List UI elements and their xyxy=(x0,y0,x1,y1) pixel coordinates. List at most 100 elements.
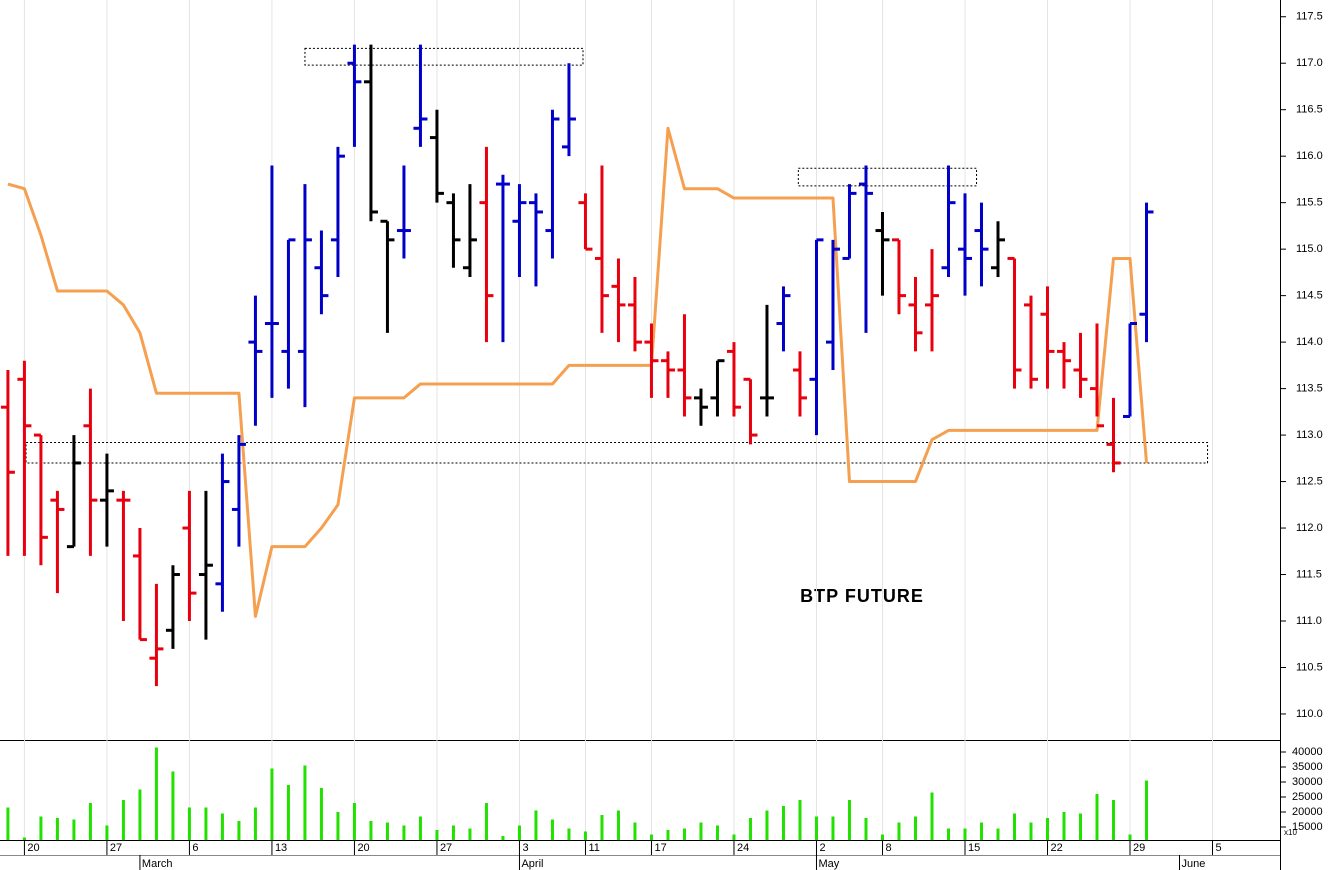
x-tick-label: 20 xyxy=(27,842,39,854)
x-tick-label: 6 xyxy=(192,842,198,854)
y-tick-label: 115.5 xyxy=(1296,197,1323,209)
zone xyxy=(25,442,1209,464)
volume-bar xyxy=(220,813,224,840)
x-tick-label: 3 xyxy=(522,842,528,854)
volume-bar xyxy=(154,747,158,840)
volume-bar xyxy=(286,784,290,840)
volume-bar xyxy=(1128,834,1132,840)
month-label: May xyxy=(818,858,839,870)
volume-bar xyxy=(682,828,686,840)
volume-bar xyxy=(715,825,719,840)
volume-bar xyxy=(303,765,307,840)
y2-tick-label: 20000 xyxy=(1292,806,1323,818)
month-label: April xyxy=(521,858,543,870)
volume-bar xyxy=(88,803,92,840)
y-tick-label: 113.5 xyxy=(1296,382,1323,394)
y-tick-label: 112.5 xyxy=(1296,475,1323,487)
volume-bar xyxy=(484,803,488,840)
volume-bar xyxy=(930,792,934,840)
volume-bar xyxy=(1012,813,1016,840)
volume-bar xyxy=(748,818,752,840)
month-label: March xyxy=(142,858,173,870)
y2-tick-label: 35000 xyxy=(1292,761,1323,773)
y-tick-label: 110.0 xyxy=(1296,708,1323,720)
volume-bar xyxy=(138,789,142,840)
y-tick-label: 112.0 xyxy=(1296,522,1323,534)
y-tick-label: 116.5 xyxy=(1296,104,1323,116)
volume-bar xyxy=(451,825,455,840)
volume-bar xyxy=(897,822,901,840)
volume-bar xyxy=(22,837,26,840)
x-tick-label: 29 xyxy=(1133,842,1145,854)
x-tick-label: 2 xyxy=(819,842,825,854)
x-tick-label: 27 xyxy=(440,842,452,854)
volume-bar xyxy=(732,834,736,840)
volume-bar xyxy=(616,810,620,840)
volume-bar xyxy=(567,828,571,840)
volume-bar xyxy=(649,834,653,840)
y2-tick-label: 30000 xyxy=(1292,776,1323,788)
volume-bar xyxy=(352,803,356,840)
x-tick-label: 24 xyxy=(737,842,749,854)
volume-bar xyxy=(996,828,1000,840)
volume-bar xyxy=(765,810,769,840)
x-tick-label: 8 xyxy=(885,842,891,854)
volume-bar xyxy=(1045,818,1049,840)
y-tick-label: 111.5 xyxy=(1296,568,1322,580)
volume-bar xyxy=(864,818,868,840)
volume-unit: x10 xyxy=(1284,828,1297,837)
volume-bar xyxy=(517,825,521,840)
volume-bar xyxy=(666,830,670,840)
volume-bar xyxy=(237,821,241,840)
y-tick-label: 117.5 xyxy=(1296,11,1323,23)
volume-bar xyxy=(1112,800,1116,840)
volume-bar xyxy=(171,771,175,840)
volume-bar xyxy=(121,800,125,840)
chart-title: BTP FUTURE xyxy=(800,586,924,606)
x-tick-label: 27 xyxy=(110,842,122,854)
volume-bar xyxy=(418,816,422,840)
y2-tick-label: 25000 xyxy=(1292,791,1323,803)
volume-bar xyxy=(979,822,983,840)
y-tick-label: 116.0 xyxy=(1296,150,1323,162)
y2-tick-label: 15000 xyxy=(1292,821,1323,833)
x-tick-label: 22 xyxy=(1050,842,1062,854)
month-label: June xyxy=(1182,858,1206,870)
line xyxy=(7,126,1149,618)
volume-bar xyxy=(435,830,439,840)
volume-bar xyxy=(39,816,43,840)
volume-bar xyxy=(1095,794,1099,840)
volume-bar xyxy=(1079,813,1083,840)
volume-bar xyxy=(385,822,389,840)
volume-bar xyxy=(1029,822,1033,840)
volume-bar xyxy=(633,822,637,840)
volume-bar xyxy=(699,822,703,840)
volume-bar xyxy=(814,816,818,840)
volume-bar xyxy=(253,807,257,840)
volume-bar xyxy=(550,819,554,840)
volume-bar xyxy=(105,825,109,840)
y-tick-label: 113.0 xyxy=(1296,429,1323,441)
y-tick-label: 110.5 xyxy=(1296,661,1323,673)
volume-bar xyxy=(319,787,323,840)
x-tick-label: 13 xyxy=(275,842,287,854)
y-tick-label: 111.0 xyxy=(1296,615,1322,627)
volume-bar xyxy=(402,825,406,840)
volume-bar xyxy=(1062,812,1066,840)
volume-bar xyxy=(270,768,274,840)
y-tick-label: 114.0 xyxy=(1296,336,1323,348)
volume-bar xyxy=(204,807,208,840)
volume-bar xyxy=(963,828,967,840)
zone xyxy=(304,47,584,66)
volume-bar xyxy=(583,831,587,840)
y-tick-label: 114.5 xyxy=(1296,290,1323,302)
volume-bar xyxy=(369,821,373,840)
volume-bar xyxy=(913,816,917,840)
y-tick-label: 117.0 xyxy=(1296,57,1323,69)
volume-bar xyxy=(1145,780,1149,840)
volume-bar xyxy=(880,834,884,840)
volume-bar xyxy=(798,800,802,840)
volume-bar xyxy=(6,807,10,840)
volume-bar xyxy=(781,806,785,840)
